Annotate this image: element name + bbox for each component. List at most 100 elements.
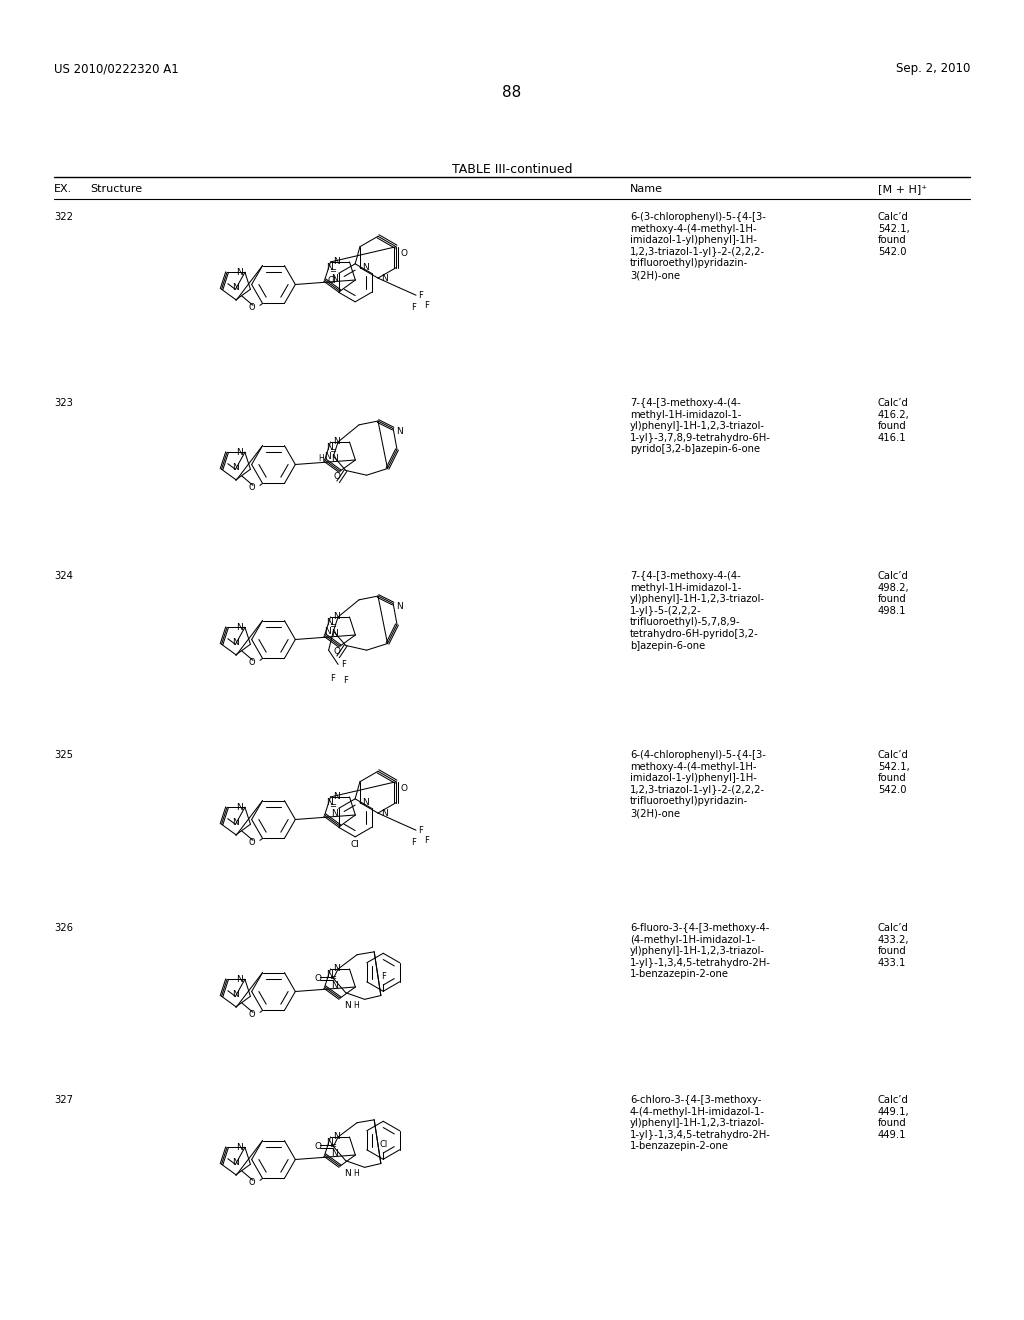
Text: EX.: EX.: [54, 183, 73, 194]
Text: 326: 326: [54, 923, 73, 933]
Text: F: F: [343, 676, 348, 685]
Text: N: N: [326, 444, 333, 451]
Text: 7-{4-[3-methoxy-4-(4-
methyl-1H-imidazol-1-
yl)phenyl]-1H-1,2,3-triazol-
1-yl}-3: 7-{4-[3-methoxy-4-(4- methyl-1H-imidazol…: [630, 399, 771, 454]
Text: N: N: [237, 447, 243, 457]
Text: N: N: [331, 454, 338, 463]
Text: N: N: [396, 426, 403, 436]
Text: F: F: [418, 292, 423, 300]
Text: Calc’d
542.1,
found
542.0: Calc’d 542.1, found 542.0: [878, 750, 909, 795]
Text: =: =: [329, 801, 336, 810]
Text: O: O: [334, 473, 341, 482]
Text: O: O: [249, 657, 255, 667]
Text: O: O: [400, 784, 408, 793]
Text: Calc’d
498.2,
found
498.1: Calc’d 498.2, found 498.1: [878, 572, 909, 616]
Text: 6-chloro-3-{4-[3-methoxy-
4-(4-methyl-1H-imidazol-1-
yl)phenyl]-1H-1,2,3-triazol: 6-chloro-3-{4-[3-methoxy- 4-(4-methyl-1H…: [630, 1096, 771, 1151]
Text: N: N: [232, 990, 240, 999]
Text: N: N: [326, 618, 333, 627]
Text: O: O: [314, 1142, 322, 1151]
Text: H: H: [353, 1001, 359, 1010]
Text: N: N: [331, 275, 338, 284]
Text: H: H: [318, 454, 325, 463]
Text: O: O: [314, 974, 322, 983]
Text: N: N: [325, 627, 332, 636]
Text: Sep. 2, 2010: Sep. 2, 2010: [896, 62, 970, 75]
Text: F: F: [341, 660, 346, 669]
Text: F: F: [330, 675, 335, 684]
Text: N: N: [381, 273, 388, 282]
Text: Calc’d
416.2,
found
416.1: Calc’d 416.2, found 416.1: [878, 399, 909, 442]
Text: N: N: [325, 451, 332, 461]
Text: =: =: [329, 446, 336, 455]
Text: =: =: [329, 622, 336, 631]
Text: Structure: Structure: [90, 183, 142, 194]
Text: N: N: [334, 965, 340, 973]
Text: N: N: [326, 263, 333, 272]
Text: N: N: [334, 437, 340, 446]
Text: F: F: [418, 826, 423, 836]
Text: Calc’d
433.2,
found
433.1: Calc’d 433.2, found 433.1: [878, 923, 909, 968]
Text: =: =: [329, 267, 336, 276]
Text: O: O: [249, 1177, 255, 1187]
Text: H: H: [353, 1168, 359, 1177]
Text: N: N: [344, 1001, 351, 1010]
Text: 324: 324: [54, 572, 73, 581]
Text: N: N: [232, 1158, 240, 1167]
Text: N: N: [232, 818, 240, 826]
Text: N: N: [232, 463, 240, 471]
Text: 322: 322: [54, 213, 73, 222]
Text: N: N: [331, 630, 338, 638]
Text: N: N: [237, 1143, 243, 1152]
Text: N: N: [381, 809, 388, 817]
Text: N: N: [237, 803, 243, 812]
Text: N: N: [237, 268, 243, 277]
Text: Cl: Cl: [350, 840, 359, 849]
Text: F: F: [381, 973, 386, 981]
Text: N: N: [334, 792, 340, 801]
Text: 325: 325: [54, 750, 73, 760]
Text: US 2010/0222320 A1: US 2010/0222320 A1: [54, 62, 179, 75]
Text: N: N: [334, 257, 340, 267]
Text: N: N: [232, 282, 240, 292]
Text: F: F: [411, 838, 416, 847]
Text: =: =: [329, 1142, 336, 1151]
Text: F: F: [424, 836, 429, 845]
Text: N: N: [396, 602, 403, 611]
Text: Calc’d
449.1,
found
449.1: Calc’d 449.1, found 449.1: [878, 1096, 909, 1139]
Text: 6-fluoro-3-{4-[3-methoxy-4-
(4-methyl-1H-imidazol-1-
yl)phenyl]-1H-1,2,3-triazol: 6-fluoro-3-{4-[3-methoxy-4- (4-methyl-1H…: [630, 923, 771, 979]
Text: O: O: [249, 838, 255, 847]
Text: Cl: Cl: [379, 1140, 387, 1150]
Text: [M + H]⁺: [M + H]⁺: [878, 183, 927, 194]
Text: TABLE III-continued: TABLE III-continued: [452, 162, 572, 176]
Text: N: N: [326, 1138, 333, 1147]
Text: N: N: [331, 981, 338, 990]
Text: N: N: [232, 638, 240, 647]
Text: N: N: [237, 974, 243, 983]
Text: N: N: [361, 799, 369, 807]
Text: N: N: [331, 1150, 338, 1158]
Text: N: N: [331, 809, 338, 818]
Text: N: N: [334, 612, 340, 622]
Text: 7-{4-[3-methoxy-4-(4-
methyl-1H-imidazol-1-
yl)phenyl]-1H-1,2,3-triazol-
1-yl}-5: 7-{4-[3-methoxy-4-(4- methyl-1H-imidazol…: [630, 572, 765, 651]
Text: N: N: [334, 1133, 340, 1142]
Text: N: N: [326, 799, 333, 807]
Text: 327: 327: [54, 1096, 73, 1105]
Text: 323: 323: [54, 399, 73, 408]
Text: Name: Name: [630, 183, 663, 194]
Text: O: O: [249, 302, 255, 312]
Text: N: N: [344, 1168, 351, 1177]
Text: Cl: Cl: [328, 276, 337, 285]
Text: Calc’d
542.1,
found
542.0: Calc’d 542.1, found 542.0: [878, 213, 909, 257]
Text: F: F: [411, 304, 416, 313]
Text: O: O: [249, 1010, 255, 1019]
Text: O: O: [334, 647, 341, 656]
Text: 6-(3-chlorophenyl)-5-{4-[3-
methoxy-4-(4-methyl-1H-
imidazol-1-yl)phenyl]-1H-
1,: 6-(3-chlorophenyl)-5-{4-[3- methoxy-4-(4…: [630, 213, 766, 280]
Text: 6-(4-chlorophenyl)-5-{4-[3-
methoxy-4-(4-methyl-1H-
imidazol-1-yl)phenyl]-1H-
1,: 6-(4-chlorophenyl)-5-{4-[3- methoxy-4-(4…: [630, 750, 766, 818]
Text: O: O: [400, 249, 408, 259]
Text: N: N: [326, 970, 333, 979]
Text: =: =: [329, 974, 336, 982]
Text: O: O: [249, 483, 255, 492]
Text: 88: 88: [503, 84, 521, 100]
Text: N: N: [237, 623, 243, 632]
Text: N: N: [361, 263, 369, 272]
Text: F: F: [424, 301, 429, 310]
